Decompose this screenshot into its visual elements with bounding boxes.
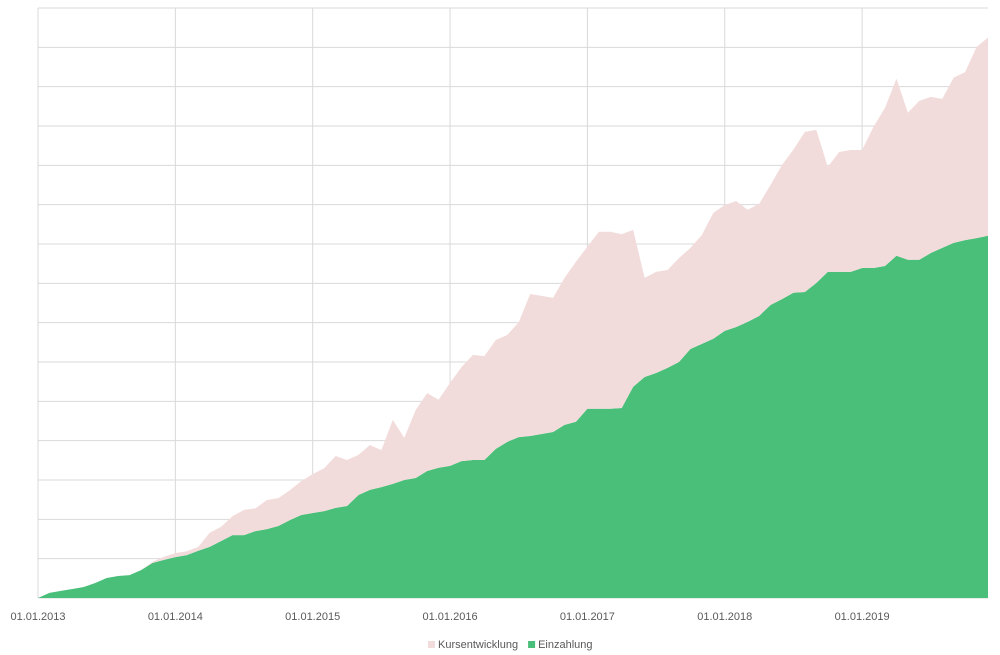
area — [38, 235, 988, 599]
legend-swatch — [428, 641, 435, 648]
x-tick-label: 01.01.2017 — [560, 611, 615, 623]
x-tick-label: 01.01.2019 — [835, 611, 890, 623]
x-tick-label: 01.01.2016 — [423, 611, 478, 623]
legend-label: Kursentwicklung — [438, 639, 518, 651]
legend-swatch — [528, 641, 536, 648]
x-tick-label: 01.01.2014 — [148, 611, 203, 623]
x-tick-label: 01.01.2015 — [285, 611, 340, 623]
legend-label: Einzahlung — [538, 639, 592, 651]
x-tick-label: 01.01.2018 — [697, 611, 752, 623]
area — [38, 37, 988, 598]
x-tick-label: 01.01.2013 — [10, 611, 65, 623]
